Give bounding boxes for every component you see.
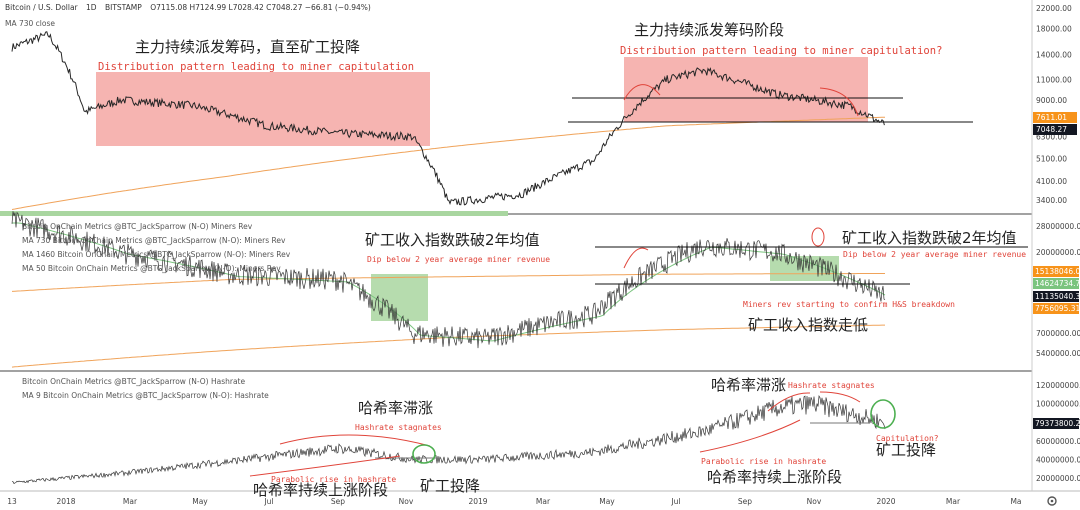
rev-tick-2: 7000000.00 [1036,329,1080,338]
legend-p3-1: MA 9 Bitcoin OnChain Metrics @BTC_JackSp… [22,391,269,400]
hash-tick-3: 60000000.00 [1036,437,1080,446]
p2-en-hs: Miners rev starting to confirm H&S break… [743,300,955,309]
p3-cn-stag-right: 哈希率滞涨 [711,376,786,394]
annotation-lines [375,97,1028,459]
p3-cn-stag-left: 哈希率滞涨 [358,399,433,417]
p3-en-cap-right: Capitulation? [876,434,939,443]
legend-p2-1: MA 730 Bitcoin OnChain Metrics @BTC_Jack… [22,236,286,245]
y-ticks-panel1: 22000.00 18000.00 14000.00 11000.00 9000.00 6… [1036,4,1072,205]
p1-cn-left: 主力持续派发筹码，直至矿工投降 [135,38,360,56]
p3-cn-cap-left: 矿工投降 [420,477,480,495]
legend-panel2: Bitcoin OnChain Metrics @BTC_JackSparrow… [22,222,291,273]
interval: 1D [86,3,97,12]
price-tick-1: 18000.00 [1036,25,1072,34]
p2-cn-left: 矿工收入指数跌破2年均值 [365,231,540,249]
p3-cn-cap-right: 矿工投降 [876,441,936,459]
annotation-texts: 主力持续派发筹码，直至矿工投降 Distribution pattern lea… [98,21,1026,499]
legend-panel1: Bitcoin / U.S. Dollar 1D BITSTAMP O7115.… [5,3,371,28]
time-tick-11: Sep [738,497,752,506]
hand-drawn-marks [249,84,896,477]
settings-gear-icon[interactable] [1047,496,1057,506]
miners-rev-series [11,211,886,349]
price-tick-6: 5100.00 [1036,154,1067,163]
p3-en-stag-right: Hashrate stagnates [788,381,875,390]
legend-p2-0: Bitcoin OnChain Metrics @BTC_JackSparrow… [22,222,253,231]
pink-box-right [624,57,868,122]
green-band-p1 [0,211,508,216]
price-tick-5: 6300.00 [1036,133,1067,142]
p3-en-stag-left: Hashrate stagnates [355,423,442,432]
price-tick-7: 4100.00 [1036,177,1067,186]
tag-hashrate-last: 79373800.24 [1035,419,1080,428]
symbol-name: Bitcoin / U.S. Dollar [5,3,79,12]
tag-last-price: 7048.27 [1036,125,1067,134]
time-tick-2: Mar [123,497,138,506]
tag-rev-ma730: 15138046.02 [1035,267,1080,276]
legend-p2-2: MA 1460 Bitcoin OnChain Metrics @BTC_Jac… [22,250,291,259]
p3-en-para-left: Parabolic rise in hashrate [271,475,396,484]
p2-cn-low: 矿工收入指数走低 [748,316,868,334]
hashrate-series [11,394,886,484]
hash-tick-5: 20000000.00 [1036,474,1080,483]
tag-rev-ma50: 7756095.31 [1035,304,1080,313]
hash-tick-1: 100000000.00 [1036,400,1080,409]
time-tick-12: Nov [807,497,822,506]
ma730-price-line [11,116,886,210]
y-ticks-panel2: 28000000.00 20000000.00 7000000.00 5400000.… [1036,222,1080,358]
tag-rev-ma1460: 14624734.70 [1035,279,1080,288]
price-tick-3: 11000.00 [1036,75,1072,84]
time-tick-3: May [192,497,208,506]
hash-tick-4: 40000000.00 [1036,455,1080,464]
time-tick-5: Sep [331,497,345,506]
time-tick-10: Jul [670,497,680,506]
legend-panel3: Bitcoin OnChain Metrics @BTC_JackSparrow… [22,377,269,400]
time-tick-4: Jul [263,497,273,506]
exchange: BITSTAMP [105,3,142,12]
price-tick-8: 3400.00 [1036,196,1067,205]
time-tick-0: 13 [7,497,17,506]
p1-en-right: Distribution pattern leading to miner ca… [620,45,942,57]
y-axis[interactable]: 22000.00 18000.00 14000.00 11000.00 9000.00 6… [1033,4,1080,483]
price-tick-2: 14000.00 [1036,51,1072,60]
rev-tick-1: 20000000.00 [1036,248,1080,257]
btc-price-series [11,31,885,206]
p2-cn-right: 矿工收入指数跌破2年均值 [842,229,1017,247]
p2-en-left: Dip below 2 year average miner revenue [367,255,550,264]
p2-en-right: Dip below 2 year average miner revenue [843,250,1026,259]
price-tick-0: 22000.00 [1036,4,1072,13]
time-tick-8: Mar [536,497,551,506]
p1-cn-right: 主力持续派发筹码阶段 [634,21,784,39]
time-tick-15: Ma [1010,497,1021,506]
tag-rev-last: 11135040.38 [1035,292,1080,301]
ma-label: MA 730 close [5,19,55,28]
ma730-minersrev-line [11,273,885,292]
price-tick-4: 9000.00 [1036,96,1067,105]
hash-tick-0: 120000000.00 [1036,381,1080,390]
p3-cn-para-left: 哈希率持续上涨阶段 [253,481,388,499]
time-axis[interactable]: 13 2018 Mar May Jul Sep Nov 2019 Mar May Jul Sep Nov… [7,497,1021,506]
time-tick-9: May [599,497,615,506]
p3-cn-para-right: 哈希率持续上涨阶段 [707,468,842,486]
annotation-boxes [0,57,868,321]
time-tick-7: 2019 [468,497,487,506]
ohlc-values: O7115.08 H7124.99 L7028.42 C7048.27 −66.… [150,3,371,12]
series-lines [11,31,886,484]
tag-ma730: 7611.01 [1036,113,1067,122]
legend-p3-0: Bitcoin OnChain Metrics @BTC_JackSparrow… [22,377,245,386]
price-tags: 7611.01 7048.27 15138046.02 14624734.70 … [1033,112,1080,429]
time-tick-14: Mar [946,497,961,506]
time-tick-1: 2018 [56,497,75,506]
time-tick-6: Nov [399,497,414,506]
svg-text:Bitcoin / U.S. Dollar 1D: Bitcoin / U.S. Dollar 1D BITSTAMP O7115.… [5,3,371,12]
p1-en-left: Distribution pattern leading to miner ca… [98,61,414,73]
rev-tick-0: 28000000.00 [1036,222,1080,231]
y-ticks-panel3: 120000000.00100000000.0080000000.0060000… [1036,381,1080,483]
time-tick-13: 2020 [876,497,895,506]
p3-en-para-right: Parabolic rise in hashrate [701,457,826,466]
legend-p2-3: MA 50 Bitcoin OnChain Metrics @BTC_JackS… [22,264,281,273]
rev-tick-3: 5400000.00 [1036,349,1080,358]
